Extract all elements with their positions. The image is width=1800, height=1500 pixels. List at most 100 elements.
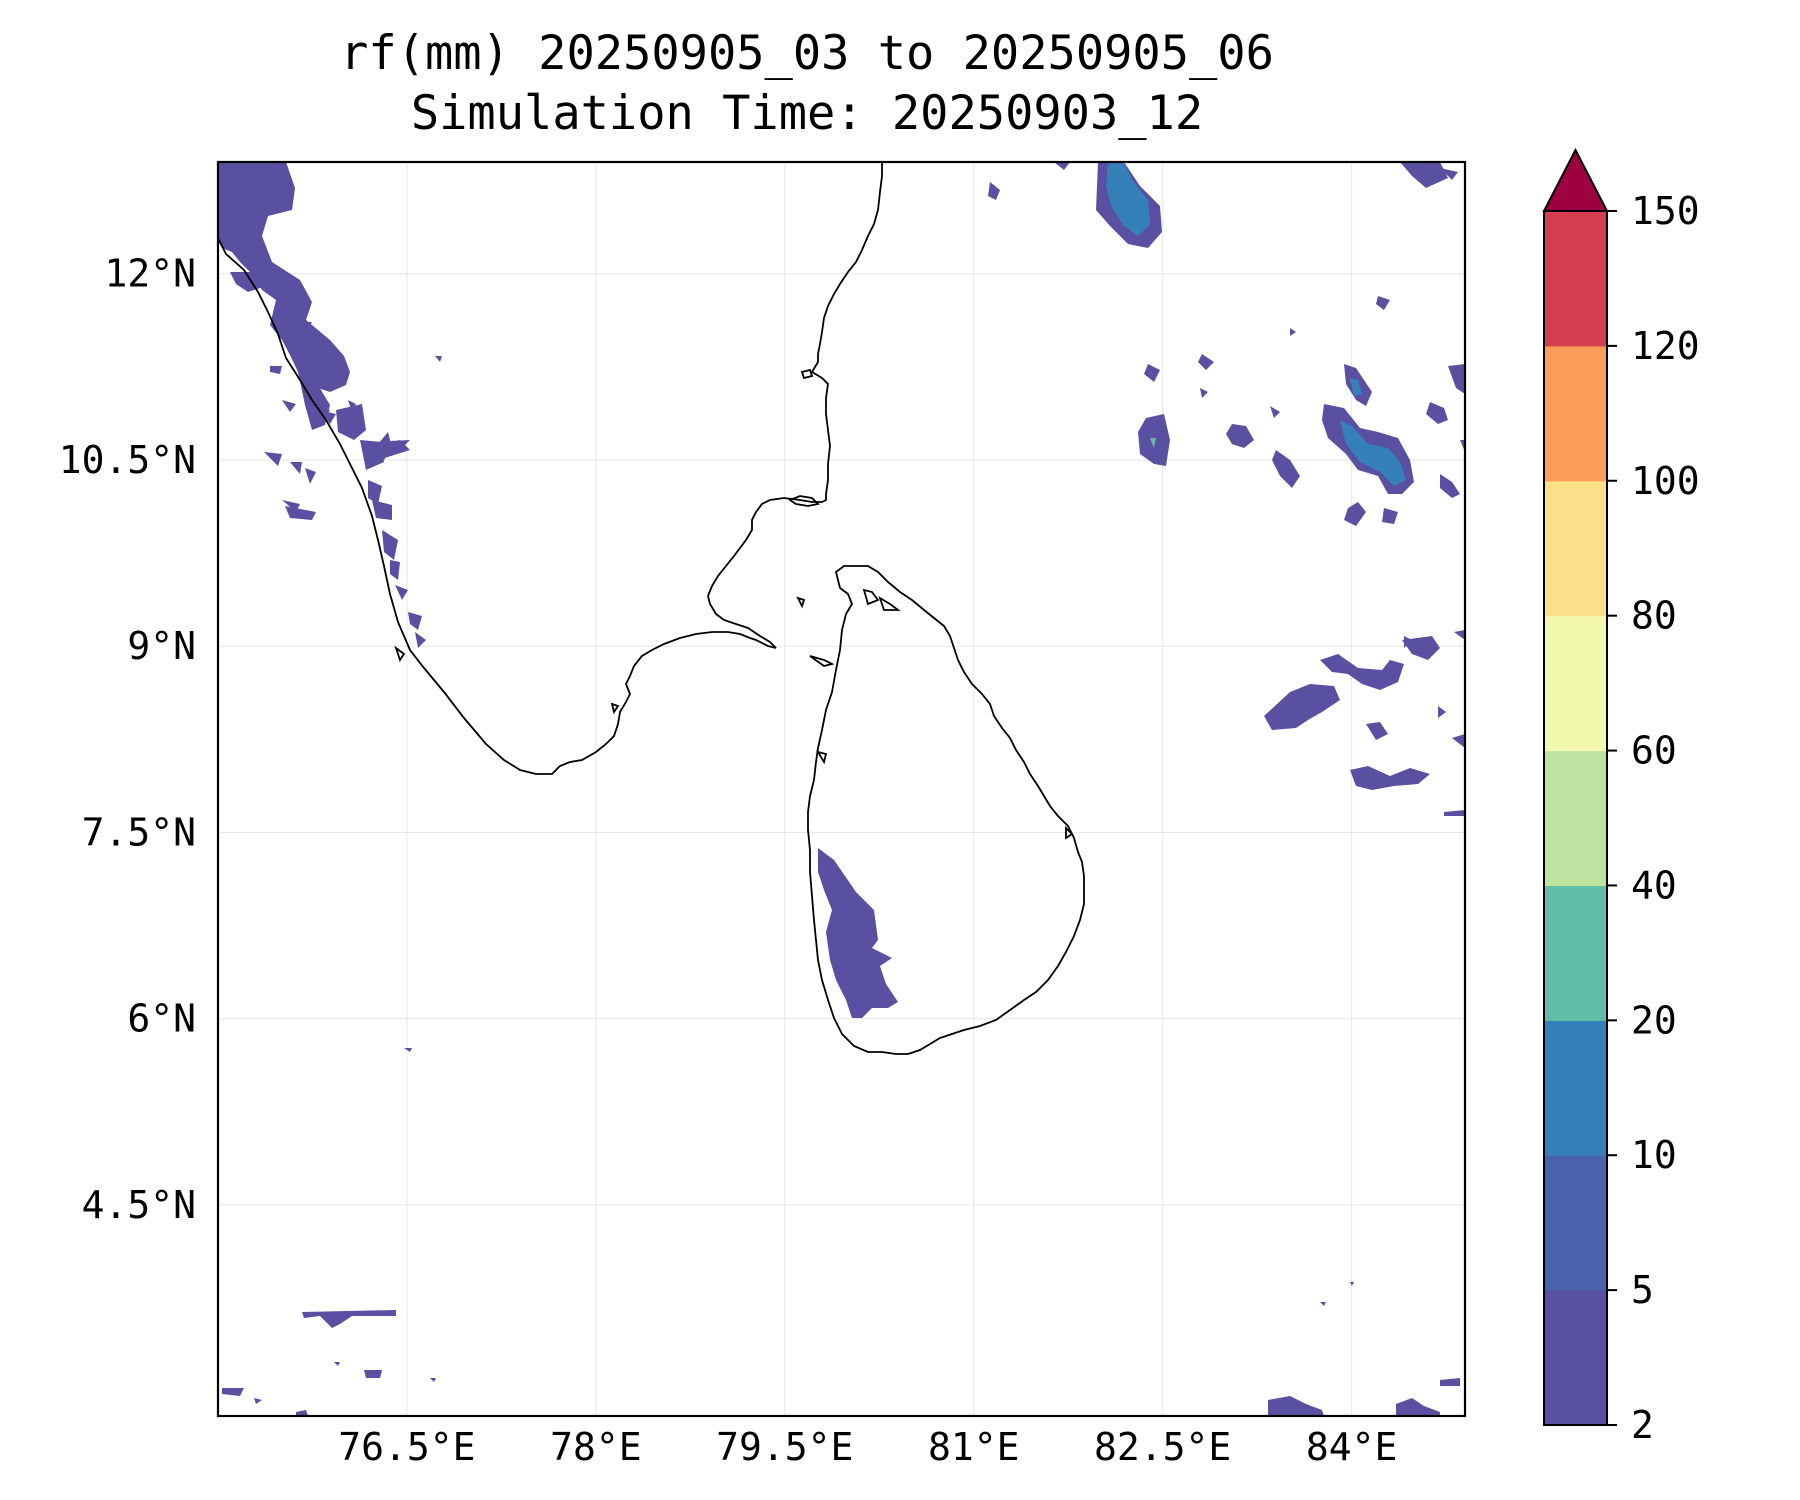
lon-tick-label: 81°E [928,1425,1020,1469]
rain-patch [1290,328,1296,336]
colorbar-tick-label: 20 [1631,998,1677,1042]
lat-tick-label: 4.5°N [82,1183,196,1227]
rain-patch [230,272,266,292]
rain-patch [818,848,898,1018]
colorbar-segment [1544,885,1607,1021]
rain-patch [404,1048,412,1052]
rain-patch [390,440,410,452]
rain-patch [1054,162,1070,170]
map-subtitle: Simulation Time: 20250903_12 [410,86,1204,141]
lon-tick-label: 78°E [550,1425,642,1469]
rain-patch [1440,474,1460,498]
lat-tick-label: 9°N [127,624,196,668]
colorbar-segment [1544,480,1607,617]
rain-patch [1426,402,1448,424]
rain-patch [1270,406,1280,418]
rain-patch [1264,684,1340,730]
sri-lanka-coastline [807,565,1085,1055]
colorbar-tick-label: 5 [1631,1268,1654,1312]
island-coastline [788,495,820,507]
rain-patch [382,530,398,560]
rain-patch [296,1410,308,1416]
colorbar-extend-arrow [1542,147,1609,212]
rain-patch [305,468,316,484]
rain-patch [1460,440,1465,452]
colorbar: 2 5 10 20 40 60 80 100 120 150 [1542,147,1700,1447]
rain-patch [264,452,282,466]
rain-patch [368,480,382,504]
colorbar-segment [1544,750,1607,887]
rain-patch [1226,424,1254,448]
rain-patch [372,500,392,520]
rain-patch [1268,1396,1324,1416]
rain-patch [302,1310,396,1328]
island-coastline [800,368,814,380]
rain-patch [1440,168,1458,180]
colorbar-segment [1544,211,1607,347]
rain-patch [1144,364,1160,382]
latitude-axis: 12°N 10.5°N 9°N 7.5°N 6°N 4.5°N [59,252,196,1227]
india-coastline [707,162,883,649]
colorbar-tick-label: 120 [1631,324,1700,368]
rain-patch [270,366,282,374]
rain-patch [1382,508,1398,524]
lat-tick-label: 7.5°N [82,810,196,854]
rain-patch [1344,502,1366,526]
colorbar-tick-label: 10 [1631,1133,1677,1177]
colorbar-segment [1544,345,1607,482]
rain-patch [290,462,302,474]
rain-patch [1440,1378,1460,1386]
rain-patch [1444,810,1465,816]
rain-patch [430,1378,436,1382]
india-coastline [218,237,777,775]
rain-patch [988,182,1000,200]
rain-patch [1320,654,1404,690]
colorbar-segment [1544,1020,1607,1156]
rain-patch [285,506,316,520]
rain-patch [282,400,296,412]
island-coastline [796,596,806,609]
lat-tick-label: 12°N [104,252,196,296]
colorbar-tick-label: 100 [1631,459,1700,503]
rainfall-shading [218,162,1465,1416]
coastline [218,162,1085,1055]
rain-patch [320,410,336,424]
island-coastline [809,655,835,667]
rain-patch [364,1370,382,1378]
rain-patch [1350,1282,1354,1286]
island-coastline [816,750,828,765]
rain-patch [1396,1398,1440,1416]
island-coastline [862,588,880,606]
rain-patch [254,1398,262,1404]
rain-patch [1350,766,1430,790]
rain-patch [1376,296,1390,310]
rain-patch [218,162,350,430]
rain-patch [348,400,356,412]
longitude-axis: 76.5°E 78°E 79.5°E 81°E 82.5°E 84°E [338,1425,1397,1469]
rain-patch [1106,162,1150,236]
lon-tick-label: 79.5°E [716,1425,853,1469]
rain-patch [1452,734,1465,748]
rain-patch [1454,630,1465,640]
lon-tick-label: 82.5°E [1094,1425,1231,1469]
island-coastline [394,645,406,663]
rain-patch [1366,722,1388,740]
colorbar-tick-label: 40 [1631,863,1677,907]
island-coastline [1065,825,1074,840]
rain-patch [1150,438,1156,448]
rain-patch [1404,636,1412,648]
lon-tick-label: 76.5°E [338,1425,475,1469]
lon-tick-label: 84°E [1306,1425,1398,1469]
rain-patch [1272,450,1300,488]
rain-patch [408,612,422,630]
map-title: rf(mm) 20250905_03 to 20250905_06 [340,26,1274,81]
rain-patch [378,432,392,460]
colorbar-segment [1544,1290,1607,1426]
rain-patch [390,560,400,580]
gridlines [218,162,1465,1416]
island-coastline [610,702,620,715]
colorbar-tick-label: 2 [1631,1403,1654,1447]
rain-patch [1198,354,1214,370]
colorbar-tick-label: 150 [1631,189,1700,233]
island-coastline [878,595,901,611]
